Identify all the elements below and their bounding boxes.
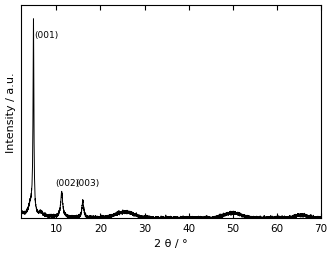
X-axis label: 2 θ / °: 2 θ / °: [154, 239, 188, 248]
Text: (003): (003): [75, 178, 99, 187]
Text: (001): (001): [34, 31, 59, 40]
Text: (002): (002): [56, 178, 80, 187]
Y-axis label: Intensity / a.u.: Intensity / a.u.: [6, 72, 16, 152]
